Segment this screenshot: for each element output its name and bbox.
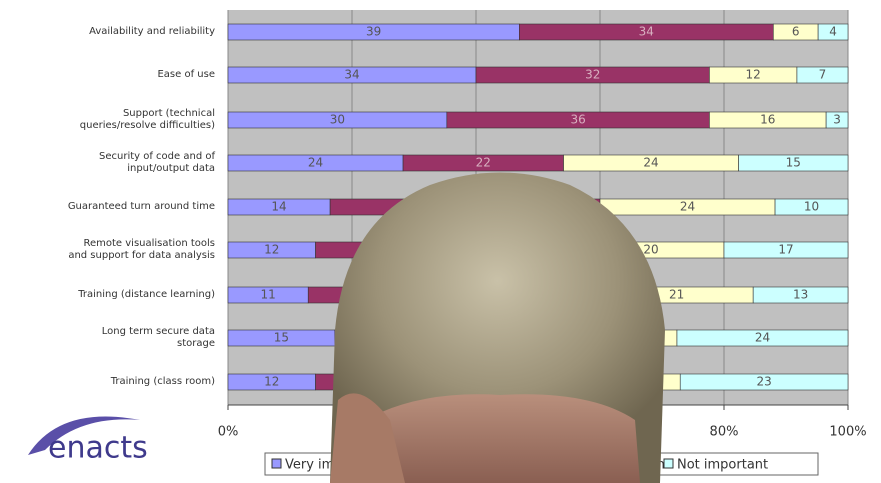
data-label: 6: [792, 25, 800, 39]
bar-segment: [676, 329, 849, 347]
data-label: 34: [639, 25, 654, 39]
data-label: 12: [264, 243, 279, 257]
data-label: 32: [585, 68, 600, 82]
category-label: Training (class room): [110, 376, 215, 387]
data-label: 21: [669, 288, 684, 302]
category-label: Training (distance learning): [78, 289, 215, 300]
x-tick-label: 100%: [829, 425, 866, 440]
x-tick-label: 80%: [710, 425, 739, 440]
logo-swoosh: [28, 416, 140, 455]
data-label: 7: [819, 68, 827, 82]
legend-swatch: [663, 458, 674, 469]
data-label: 13: [793, 288, 808, 302]
data-label: 30: [330, 113, 345, 127]
data-label: 14: [271, 200, 286, 214]
data-label: 12: [264, 375, 279, 389]
bar-segment: [825, 111, 849, 129]
data-label: 34: [344, 68, 359, 82]
category-label: Long term secure data storage: [101, 326, 215, 349]
data-label: 10: [804, 200, 819, 214]
bar-segment: [752, 286, 849, 304]
data-label: 12: [746, 68, 761, 82]
data-label: 15: [786, 156, 801, 170]
data-label: 4: [829, 25, 837, 39]
data-label: 36: [570, 113, 585, 127]
bar-segment: [723, 241, 849, 259]
data-label: 3: [833, 113, 841, 127]
category-label: Security of code and of input/output dat…: [99, 151, 215, 174]
category-label: Availability and reliability: [89, 26, 215, 37]
x-tick-label: 0%: [218, 425, 239, 440]
data-label: 23: [756, 375, 771, 389]
bar-segment: [796, 66, 849, 84]
legend-label: Not important: [677, 458, 768, 473]
data-label: 20: [643, 243, 658, 257]
hand-photo: [330, 393, 405, 483]
data-label: 24: [308, 156, 323, 170]
category-label: Guaranteed turn around time: [67, 201, 215, 212]
legend-swatch: [271, 458, 282, 469]
data-label: 24: [755, 331, 770, 345]
logo: enacts: [48, 431, 148, 466]
data-label: 39: [366, 25, 381, 39]
category-label: Ease of use: [157, 69, 215, 80]
data-label: 24: [680, 200, 695, 214]
bar-segment: [817, 23, 849, 41]
bar-segment: [738, 154, 849, 172]
bar-segment: [679, 373, 849, 391]
data-label: 11: [260, 288, 275, 302]
data-label: 24: [643, 156, 658, 170]
data-label: 22: [476, 156, 491, 170]
bar-segment: [774, 198, 849, 216]
data-label: 16: [760, 113, 775, 127]
data-label: 15: [274, 331, 289, 345]
data-label: 17: [778, 243, 793, 257]
face-photo: [360, 394, 640, 483]
category-label: Support (technical queries/resolve diffi…: [79, 108, 215, 131]
category-label: Remote visualisation tools and support f…: [68, 238, 215, 261]
